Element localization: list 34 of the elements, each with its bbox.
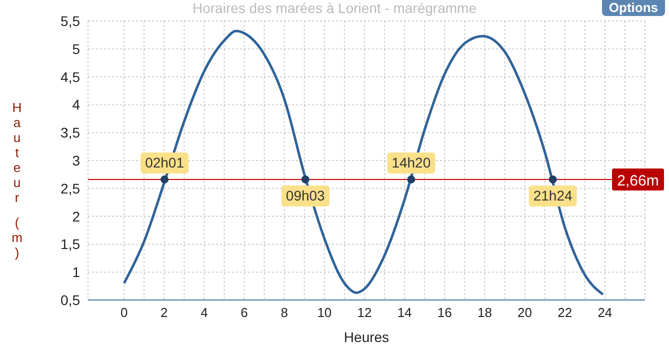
- x-tick-label: 18: [477, 305, 492, 320]
- y-tick-label: 4: [72, 96, 80, 113]
- y-tick-label: 1,5: [60, 236, 80, 252]
- x-tick-label: 0: [120, 305, 128, 320]
- line-series: [122, 30, 604, 296]
- x-tick-label: 10: [317, 305, 332, 320]
- y-tick-label: 3: [72, 152, 80, 168]
- x-tick-label: 2: [160, 305, 168, 320]
- x-tick-label: 22: [558, 305, 572, 320]
- annotation: 02h01: [145, 154, 184, 170]
- y-tick-label: 4,5: [60, 68, 80, 85]
- text: Hauteur (m): [12, 100, 22, 260]
- x-tick-label: 24: [598, 305, 612, 320]
- y-tick-label: 0,5: [60, 292, 80, 308]
- x-axis-title: Heures: [344, 329, 390, 345]
- x-tick-label: 8: [280, 305, 288, 320]
- y-tick-label: 5: [72, 40, 80, 57]
- x-tick-label: 20: [518, 305, 532, 320]
- y-tick-label: 3,5: [60, 124, 80, 141]
- ref-line-label: 2,66m: [617, 172, 659, 190]
- annotation: 21h24: [533, 187, 573, 204]
- y-tick-label: 2: [72, 208, 80, 224]
- x-tick-label: 14: [397, 305, 412, 320]
- y-tick-label: 5,5: [60, 12, 80, 29]
- x-tick-label: 16: [437, 305, 452, 320]
- y-tick-label: 1: [72, 264, 80, 280]
- annotation: 09h03: [286, 187, 326, 204]
- annotation: 14h20: [392, 154, 431, 170]
- chart-title: Horaires des marées à Lorient - marégramme: [192, 0, 476, 16]
- x-tick-label: 12: [357, 305, 372, 320]
- y-tick-label: 2,5: [60, 180, 80, 196]
- x-tick-label: 4: [200, 305, 208, 320]
- options-button: Options: [602, 0, 665, 16]
- x-tick-label: 6: [240, 305, 248, 320]
